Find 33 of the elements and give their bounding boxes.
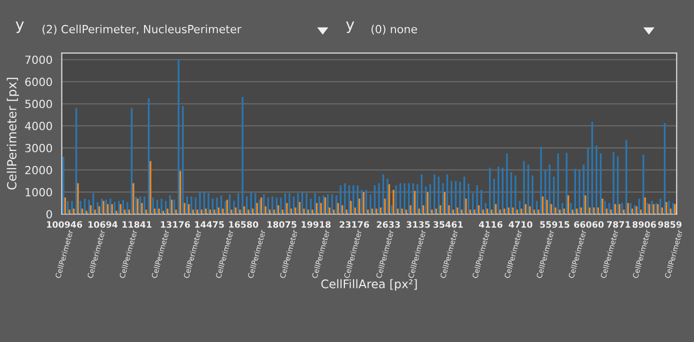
x-tick-label: 14475 <box>195 221 224 228</box>
y-tick-label: 3000 <box>25 144 52 152</box>
x-tick-label: 3135 <box>406 221 430 228</box>
x-tick-label: 100946 <box>47 221 82 228</box>
x-tick-label: 8906 <box>632 221 656 228</box>
y-tick-label: 0 <box>46 210 52 218</box>
x-tick-label: 2633 <box>376 221 400 228</box>
x-tick-label: 10694 <box>88 221 118 228</box>
y-tick-label: 7000 <box>25 56 52 64</box>
y-tick-label: 4000 <box>25 122 52 130</box>
x-tick-label: 16580 <box>229 221 258 228</box>
text: y <box>16 22 24 34</box>
x-tick-label: 55915 <box>540 221 570 228</box>
text: y <box>346 22 354 34</box>
x-tick-label: 19918 <box>302 221 331 228</box>
x-tick-label: 23176 <box>340 221 370 228</box>
x-tick-label: 9859 <box>658 221 682 228</box>
x-tick-label: 4116 <box>478 221 502 228</box>
x-tick-label: 13176 <box>160 221 190 228</box>
x-tick-label: 18075 <box>268 221 296 228</box>
text: (0) none <box>372 24 417 35</box>
y-tick-label: 6000 <box>25 78 52 86</box>
x-tick-label: 35461 <box>433 221 463 228</box>
x-axis-title: CellFillArea [px²] <box>321 279 417 291</box>
x-tick-label: 4710 <box>508 221 532 228</box>
x-tick-label: 66060 <box>574 221 604 228</box>
text: (2) CellPerimeter, NucleusPerimeter <box>42 24 242 35</box>
x-tick-label: 11841 <box>122 221 152 228</box>
y-tick-label: 5000 <box>25 100 52 108</box>
x-tick-label: 7871 <box>607 221 630 228</box>
y-axis-title: CellPerimeter [px] <box>6 78 19 190</box>
y-tick-label: 2000 <box>25 166 52 174</box>
y-tick-label: 1000 <box>26 188 52 196</box>
